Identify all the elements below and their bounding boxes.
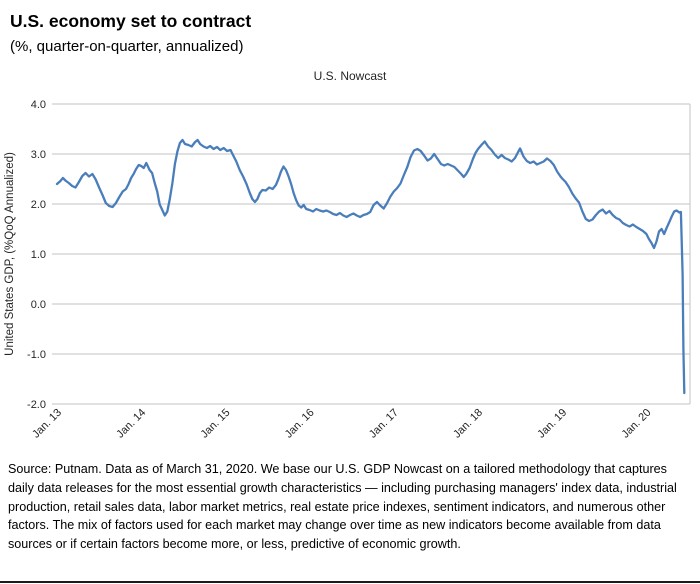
y-tick-label: 3.0	[31, 149, 46, 161]
x-tick-label: Jan. 17	[367, 407, 401, 441]
x-tick-label: Jan. 19	[535, 407, 569, 441]
y-tick-label: -1.0	[27, 349, 46, 361]
source-note: Source: Putnam. Data as of March 31, 202…	[8, 462, 677, 552]
x-tick-label: Jan. 14	[114, 407, 148, 441]
y-tick-label: 4.0	[31, 99, 46, 111]
y-tick-label: -2.0	[27, 399, 46, 411]
page-subtitle: (%, quarter-on-quarter, annualized)	[10, 38, 244, 55]
x-tick-label: Jan. 20	[620, 407, 654, 441]
x-tick-label: Jan. 18	[451, 407, 485, 441]
y-tick-label: 1.0	[31, 249, 46, 261]
gdp-nowcast-line	[55, 138, 686, 395]
page-title: U.S. economy set to contract	[10, 11, 252, 31]
bottom-border	[0, 581, 700, 583]
x-tick-label: Jan. 15	[199, 407, 233, 441]
y-tick-label: 0.0	[31, 299, 46, 311]
x-tick-label: Jan. 13	[30, 407, 64, 441]
header: U.S. economy set to contract (%, quarter…	[0, 0, 700, 56]
chart-title: U.S. Nowcast	[313, 69, 387, 83]
y-axis-title: United States GDP, (%QoQ Annualized)	[4, 152, 16, 356]
y-tick-label: 2.0	[31, 199, 46, 211]
x-tick-label: Jan. 16	[283, 407, 317, 441]
